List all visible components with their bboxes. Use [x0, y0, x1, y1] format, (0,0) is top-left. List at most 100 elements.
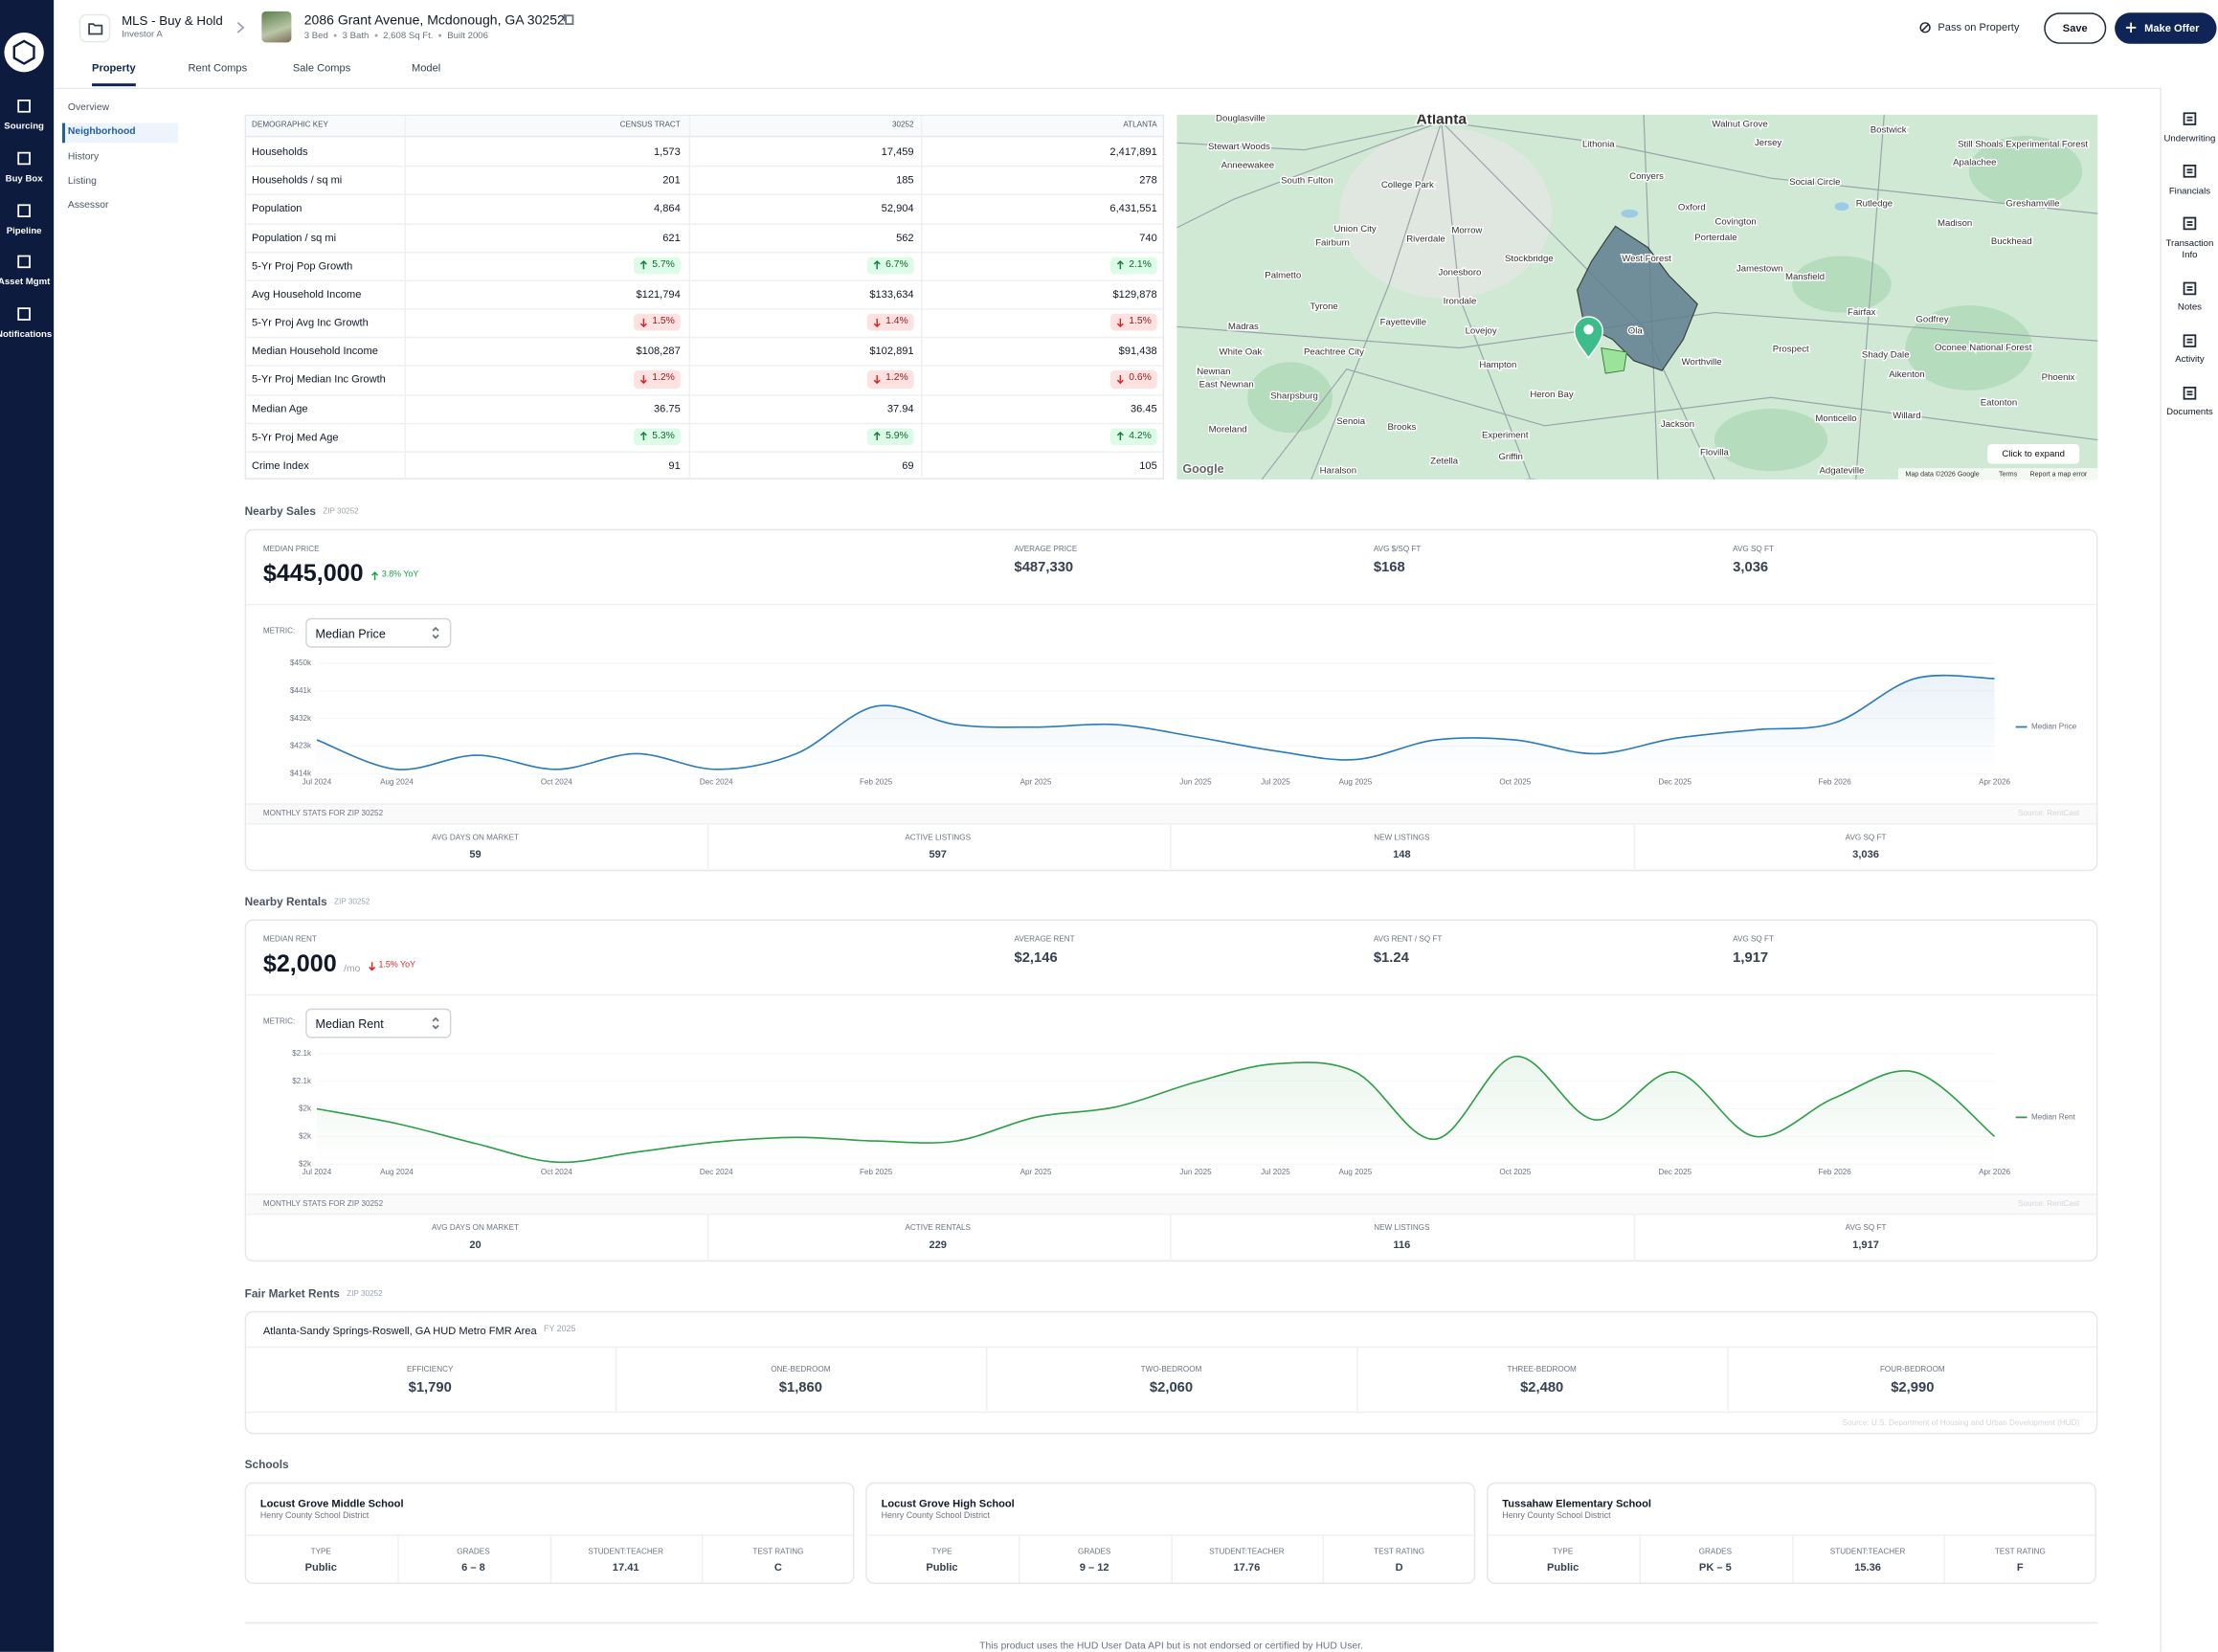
divider	[246, 1411, 2096, 1414]
column-divider	[702, 1535, 704, 1583]
arrow-shape	[368, 962, 375, 971]
save-button[interactable]	[2044, 12, 2107, 44]
stat-label: AVERAGE PRICE	[1014, 545, 1078, 554]
column-divider	[1943, 1535, 1946, 1583]
school-district: Henry County School District	[881, 1512, 990, 1522]
rail-item[interactable]: Documents	[2166, 407, 2213, 417]
expand-label[interactable]: Click to expand	[2002, 449, 2065, 459]
icon-shape	[2125, 22, 2137, 33]
cell: 201	[662, 173, 681, 187]
sidebar	[0, 0, 55, 1652]
place-label: Peachtree City	[1304, 346, 1364, 357]
rail-item[interactable]: Transaction Info	[2165, 238, 2214, 260]
label: 2.1%	[1129, 259, 1152, 270]
tab[interactable]: Model	[412, 61, 441, 75]
map-pin	[1573, 316, 1603, 360]
property-address: 2086 Grant Avenue, Mcdonough, GA 30252	[303, 12, 565, 30]
school-district: Henry County School District	[1502, 1512, 1611, 1522]
tab[interactable]: Rent Comps	[188, 61, 248, 75]
label: 3 Bath	[328, 32, 370, 43]
stat-value: $487,330	[1014, 560, 1074, 576]
stat-value: 3,036	[1733, 560, 1769, 576]
stat-value: 59	[469, 847, 482, 861]
row-divider	[246, 336, 1163, 339]
rail-item[interactable]: Notes	[2177, 302, 2202, 313]
label: ZIP 30252	[323, 507, 359, 516]
label: 5.3%	[652, 431, 675, 441]
cell: $133,634	[869, 287, 914, 301]
make-offer-label[interactable]: Make Offer	[2144, 21, 2200, 35]
tab[interactable]: Property	[92, 61, 136, 75]
stat-label: TYPE	[310, 1548, 331, 1557]
place-label: Prospect	[1773, 345, 1809, 355]
pass-button[interactable]: Pass on Property	[1919, 20, 2019, 33]
growth-pill: 2.1%	[1110, 257, 1157, 275]
tab[interactable]: Sale Comps	[292, 61, 351, 75]
row-label: Households / sq mi	[252, 173, 343, 187]
school-card	[865, 1482, 1476, 1585]
metric-value[interactable]: Median Rent	[315, 1016, 384, 1031]
place-label: Madras	[1228, 322, 1259, 332]
icon-shape	[17, 100, 31, 113]
map[interactable]: Atlanta Douglasville Stewart Woods Anneewak…	[1176, 114, 2098, 480]
column-divider	[1322, 1535, 1325, 1583]
label: Nearby Rentals	[244, 895, 327, 908]
logo-mark	[12, 39, 35, 65]
road	[1311, 121, 1443, 480]
rail-item[interactable]: Financials	[2168, 186, 2211, 197]
arrow-icon	[639, 260, 647, 270]
stat-value: F	[2016, 1560, 2024, 1574]
growth-pill: 5.9%	[866, 428, 914, 446]
save-label[interactable]: Save	[2062, 21, 2088, 35]
expand-button[interactable]	[1987, 443, 2080, 464]
cell: 278	[1139, 173, 1157, 187]
metric-value[interactable]: Median Price	[315, 625, 386, 640]
subnav-item[interactable]: Overview	[67, 102, 110, 113]
nav-item[interactable]: Asset Mgmt	[0, 278, 51, 288]
icon-shape	[17, 255, 31, 269]
arrow-shape	[639, 432, 647, 441]
metric-select[interactable]	[305, 1008, 452, 1038]
icon	[2183, 165, 2197, 178]
subnav-item[interactable]: Assessor	[67, 200, 109, 211]
rail-item[interactable]: Activity	[2175, 354, 2205, 366]
place-label: Porterdale	[1694, 233, 1736, 243]
subnav-item[interactable]: History	[67, 151, 100, 162]
place-label: Conyers	[1629, 171, 1664, 182]
place-label: Douglasville	[1216, 115, 1266, 124]
rail-item[interactable]: Underwriting	[2163, 134, 2216, 145]
icon	[88, 23, 103, 35]
terms-link[interactable]: Terms	[1999, 471, 2018, 479]
place-label: Flovilla	[1700, 447, 1730, 458]
column-divider	[549, 1535, 551, 1583]
icon-shape	[563, 13, 574, 26]
place-label: Madison	[1938, 218, 1972, 229]
place-label: Covington	[1715, 217, 1757, 228]
nav-item[interactable]: Buy Box	[5, 173, 43, 184]
cell: 621	[662, 230, 681, 244]
icon-shape	[2183, 386, 2197, 400]
footer-notice: This product uses the HUD User Data API …	[979, 1641, 1363, 1652]
subnav-item[interactable]: Listing	[67, 176, 97, 187]
nav-item[interactable]: Sourcing	[4, 122, 44, 132]
subnav-item[interactable]: Neighborhood	[67, 127, 136, 138]
nav-item[interactable]: Notifications	[0, 329, 53, 340]
arrow-icon	[873, 375, 881, 385]
arrow-shape	[873, 260, 881, 270]
nav-item[interactable]: Pipeline	[6, 225, 42, 236]
row-divider	[246, 422, 1163, 424]
place-label: Heron Bay	[1530, 390, 1574, 400]
report-link[interactable]: Report a map error	[2029, 471, 2087, 479]
place-label: Mansfield	[1785, 272, 1825, 282]
road	[1441, 121, 2098, 214]
metric-select[interactable]	[305, 617, 452, 648]
arrow-shape	[1116, 318, 1124, 327]
place-label: Ola	[1628, 325, 1644, 336]
label: 3.8% YoY	[381, 570, 419, 580]
folder-button[interactable]	[78, 13, 111, 43]
arrow-shape	[873, 375, 881, 385]
label: Pass on Property	[1938, 20, 2020, 33]
place-label: Irondale	[1444, 296, 1477, 306]
place-label: Lithonia	[1582, 139, 1615, 149]
column-header: ATLANTA	[1123, 121, 1157, 130]
